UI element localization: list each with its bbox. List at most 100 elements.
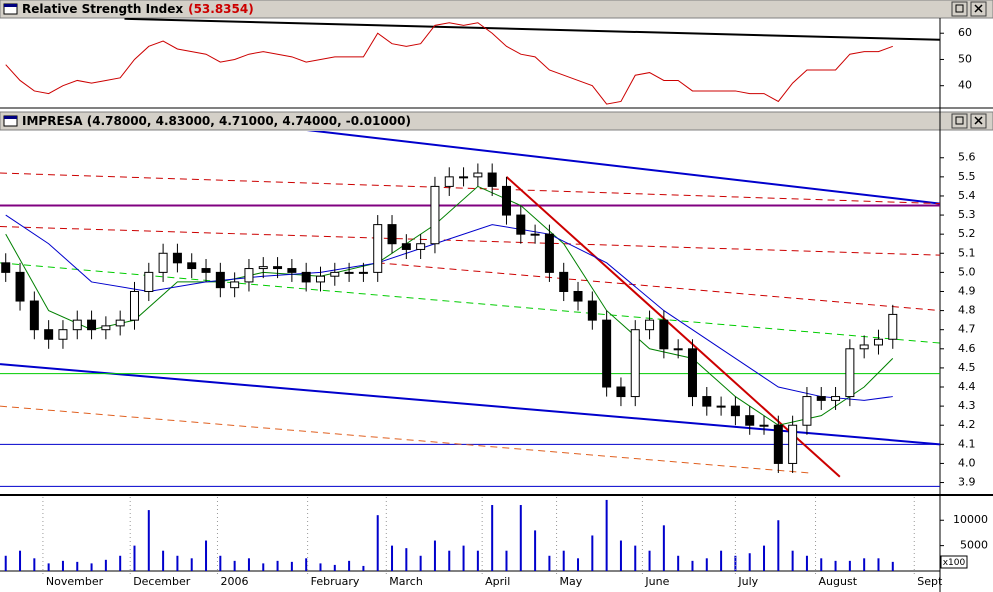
x-tick-label: June [644,575,669,588]
y-tick-label: 10000 [953,513,988,526]
x-tick-label: 2006 [220,575,248,588]
window-icon-bar [4,116,17,119]
title-bar-bg [0,111,993,131]
volume-bar [448,550,451,571]
candle-body [201,268,211,273]
volume-bar [877,558,880,571]
candle-body [29,300,39,331]
volume-bar [233,560,236,571]
candle-body [702,396,712,407]
y-tick-label: 5.1 [958,246,976,259]
restore-glyph [955,4,964,13]
candle-body [859,344,869,350]
volume-bar [462,545,465,571]
volume-bar [276,560,279,571]
volume-bar [648,550,651,571]
volume-bar [19,550,22,571]
volume-bar [433,540,436,571]
candle-body [473,172,483,178]
candle-body [373,224,383,273]
candle-body [1,262,11,273]
x-tick-label: March [389,575,423,588]
candle-body [516,214,526,235]
candle-body [87,319,97,331]
candle-body [101,325,111,331]
volume-bar [262,563,265,571]
x-tick-label: April [485,575,510,588]
y-tick-label: 4.0 [958,456,976,469]
candle-body [401,243,411,250]
candle-body [72,319,82,331]
rsi-title: Relative Strength Index [22,2,183,16]
volume-bar [491,505,494,571]
candle-body [459,176,469,179]
candle-body [416,243,426,250]
y-tick-label: 5000 [960,539,988,552]
plot-candlestick [0,131,940,487]
volume-bar [290,561,293,571]
y-tick-label: 5.2 [958,227,976,240]
candle-body [659,319,669,350]
restore-glyph [955,116,964,125]
candle-body [158,252,168,273]
candle-body [172,252,182,264]
trendline [377,262,940,312]
y-tick-label: 4.1 [958,437,976,450]
y-tick-label: 5.6 [958,151,976,164]
volume-bar [405,548,408,571]
candle-body [344,271,354,274]
close-glyph [974,116,983,125]
volume-bar [720,550,723,571]
candle-body [773,424,783,464]
candle-body [730,405,740,417]
volume-bar [748,553,751,571]
volume-bar [348,560,351,571]
restore-button[interactable] [951,113,968,129]
x-tick-label: May [560,575,583,588]
volume-bar [90,563,93,571]
volume-bar [133,545,136,571]
x-tick-label: November [46,575,104,588]
trendline [505,176,841,478]
volume-bar [562,550,565,571]
trendline [0,405,810,474]
volume-bar [33,558,36,571]
unit-box [940,555,968,569]
volume-bar [147,510,150,571]
volume-bar [820,558,823,571]
candle-body [301,271,311,283]
trendline [0,262,940,344]
candle-body [58,329,68,340]
restore-button[interactable] [951,1,968,17]
candle-body [530,233,540,236]
volume-bar [4,555,7,571]
x-tick-label: July [737,575,758,588]
candle-body [15,271,25,302]
candle-body [673,348,683,351]
volume-bar [376,515,379,571]
y-tick-label: 4.5 [958,361,976,374]
candle-body [788,424,798,464]
plot-line [5,18,940,105]
volume-bar [219,555,222,571]
candle-body [258,266,268,270]
candle-body [430,185,440,245]
volume-bar [777,520,780,571]
window-icon-bar [4,4,17,7]
candle-body [831,396,841,401]
y-tick-label: 4.9 [958,284,976,297]
volume-bar [891,561,894,571]
volume-bar [61,560,64,571]
y-tick-label: 5.5 [958,170,976,183]
y-tick-label: 4.3 [958,399,976,412]
volume-bar [705,558,708,571]
candle-body [444,176,454,187]
volume-bar [176,555,179,571]
candle-body [559,271,569,292]
volume-bar [333,564,336,571]
y-tick-label: 4.6 [958,342,976,355]
candle-body [244,268,254,283]
candle-body [759,424,769,427]
candle-body [144,271,154,292]
